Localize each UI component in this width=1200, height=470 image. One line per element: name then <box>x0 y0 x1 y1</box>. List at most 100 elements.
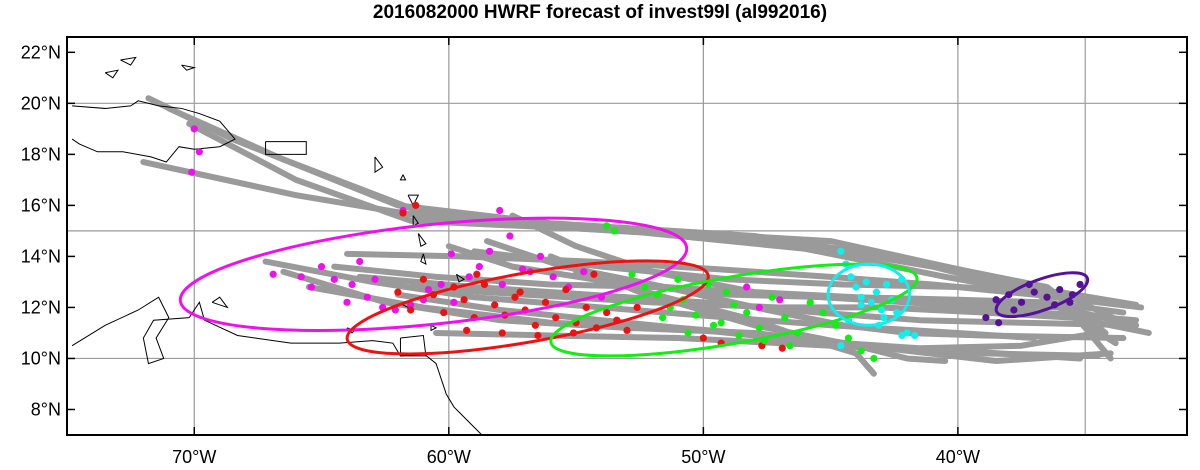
red-position-dot <box>412 201 420 209</box>
magenta-position-dot <box>363 293 371 301</box>
red-position-dot <box>623 326 631 334</box>
green-position-dot <box>610 227 618 235</box>
magenta-position-dot <box>424 285 433 294</box>
forecast-track <box>509 212 1127 316</box>
red-position-dot <box>491 301 499 309</box>
purple-position-dot <box>995 319 1003 327</box>
purple-ellipse <box>994 271 1090 319</box>
magenta-position-dot <box>348 280 356 289</box>
cyan-position-dot <box>877 306 886 314</box>
lon-tick-label: 40°W <box>936 447 980 467</box>
coastline <box>120 56 137 66</box>
green-position-dot <box>768 293 776 301</box>
purple-position-dot <box>982 314 990 322</box>
magenta-position-dot <box>450 298 458 306</box>
coastline <box>399 174 407 181</box>
green-position-dot <box>659 314 667 322</box>
purple-position-dot <box>1010 306 1018 314</box>
green-position-dot <box>781 314 789 322</box>
purple-position-dot <box>1017 298 1026 306</box>
cyan-position-dot <box>837 247 845 255</box>
green-position-dot <box>730 301 738 309</box>
purple-position-dot <box>992 296 1000 304</box>
red-position-dot <box>541 298 550 306</box>
coastline <box>71 296 483 435</box>
purple-position-dot <box>1030 288 1038 296</box>
coastline <box>412 215 420 227</box>
red-position-dot <box>633 303 641 312</box>
coastline <box>430 324 438 332</box>
lat-tick-label: 10°N <box>21 348 61 368</box>
green-position-dot <box>735 331 743 340</box>
magenta-position-dot <box>195 148 203 156</box>
cyan-position-dot <box>898 331 906 340</box>
purple-position-dot <box>1043 293 1051 301</box>
red-position-dot <box>399 209 407 217</box>
lon-tick-label: 50°W <box>681 447 725 467</box>
coastline <box>374 156 384 174</box>
magenta-position-dot <box>755 303 763 312</box>
green-position-dot <box>755 324 763 332</box>
lat-tick-label: 20°N <box>21 93 61 113</box>
cyan-position-dot <box>857 293 865 301</box>
green-position-dot <box>692 311 700 319</box>
red-position-dot <box>562 285 570 294</box>
green-position-dot <box>832 321 840 329</box>
coastline <box>399 334 427 357</box>
forecast-track <box>433 329 1101 359</box>
forecast-track <box>344 250 1145 311</box>
magenta-position-dot <box>447 250 455 258</box>
cyan-position-dot <box>857 301 865 309</box>
green-position-dot <box>870 354 878 363</box>
cyan-position-dot <box>880 314 888 322</box>
green-position-dot <box>819 308 827 317</box>
magenta-position-dot <box>356 257 364 266</box>
red-position-dot <box>498 329 506 337</box>
green-position-dot <box>844 334 853 342</box>
red-position-dot <box>419 275 427 283</box>
magenta-position-dot <box>536 252 545 261</box>
magenta-position-dot <box>475 263 483 271</box>
cyan-position-dot <box>852 283 860 291</box>
magenta-ellipse <box>178 216 689 332</box>
cyan-position-dot <box>911 331 919 340</box>
red-position-dot <box>531 321 539 329</box>
green-position-dot <box>641 283 649 291</box>
coastlines <box>71 56 483 435</box>
cyan-position-dot <box>837 342 845 350</box>
cyan-position-dot <box>867 298 875 306</box>
lat-tick-label: 16°N <box>21 195 61 215</box>
magenta-position-dot <box>519 265 527 273</box>
coastline <box>417 233 427 247</box>
coastline <box>211 296 229 309</box>
magenta-position-dot <box>496 206 504 215</box>
magenta-position-dot <box>437 280 445 289</box>
green-position-dot <box>709 321 718 329</box>
cyan-position-dot <box>847 273 855 281</box>
magenta-position-dot <box>776 296 784 304</box>
green-position-dot <box>806 298 814 306</box>
red-ellipse <box>345 259 710 356</box>
map-title: 2016082000 HWRF forecast of invest99l (a… <box>372 2 828 23</box>
magenta-position-dot <box>269 270 277 278</box>
coastline <box>407 194 420 207</box>
magenta-position-dot <box>343 298 351 306</box>
lon-tick-label: 70°W <box>172 447 216 467</box>
coastline <box>104 69 119 79</box>
lat-tick-label: 18°N <box>21 144 61 164</box>
cyan-position-dot <box>872 288 881 296</box>
cyan-position-dot <box>862 278 870 286</box>
lat-tick-label: 8°N <box>31 399 61 419</box>
magenta-position-dot <box>188 168 196 176</box>
green-position-dot <box>743 308 751 317</box>
red-position-dot <box>516 288 524 296</box>
lat-tick-label: 12°N <box>21 297 61 317</box>
red-position-dot <box>699 334 707 342</box>
red-position-dot <box>590 270 598 278</box>
coastline <box>71 100 236 163</box>
red-position-dot <box>552 314 560 322</box>
purple-position-dot <box>1056 285 1064 294</box>
red-position-dot <box>534 331 542 340</box>
green-ellipse <box>549 262 919 358</box>
